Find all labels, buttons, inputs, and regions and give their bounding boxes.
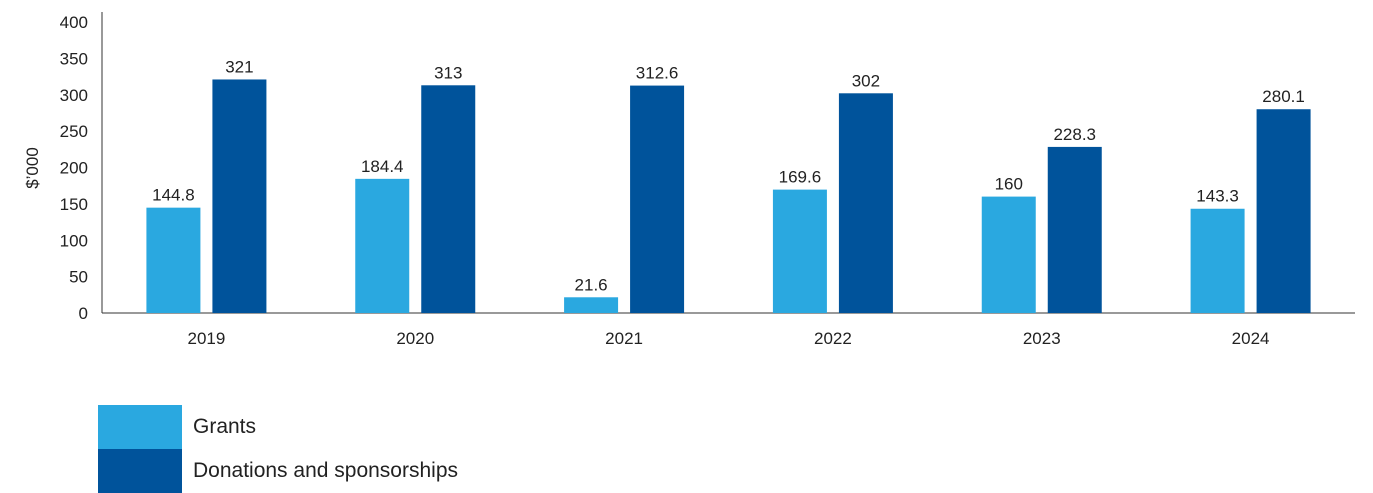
legend-label-donations: Donations and sponsorships xyxy=(193,459,459,482)
data-label: 321 xyxy=(225,57,253,76)
y-axis: 0 50 100 150 200 250 300 350 400 xyxy=(60,12,103,323)
bar-donations-2023 xyxy=(1047,146,1102,313)
legend-swatch-grants xyxy=(98,405,182,449)
x-tick-label: 2023 xyxy=(1023,329,1061,348)
data-label: 302 xyxy=(852,71,880,90)
bar-donations-2021 xyxy=(630,85,685,313)
y-tick-label: 0 xyxy=(79,304,88,323)
x-axis: 2019 2020 2021 2022 2023 2024 xyxy=(102,312,1355,348)
y-tick-label: 150 xyxy=(60,195,88,214)
bar-donations-2022 xyxy=(838,93,893,313)
x-tick-label: 2020 xyxy=(396,329,434,348)
bar-grants-2021 xyxy=(564,297,619,313)
bar-donations-2019 xyxy=(212,79,267,313)
bar-grants-2023 xyxy=(981,196,1036,313)
y-tick-label: 100 xyxy=(60,231,88,250)
bar-grants-2024 xyxy=(1190,208,1245,313)
legend-label-grants: Grants xyxy=(193,415,257,438)
data-label: 160 xyxy=(995,175,1023,194)
bar-grants-2022 xyxy=(772,189,827,313)
data-label: 144.8 xyxy=(152,186,195,205)
y-tick-label: 200 xyxy=(60,159,88,178)
y-tick-label: 50 xyxy=(69,268,88,287)
bar-donations-2024 xyxy=(1256,109,1311,313)
data-label: 143.3 xyxy=(1196,187,1239,206)
bar-grants-2020 xyxy=(355,178,410,313)
y-tick-label: 250 xyxy=(60,122,88,141)
y-axis-title: $’000 xyxy=(23,147,42,189)
data-label: 280.1 xyxy=(1262,87,1305,106)
y-tick-label: 300 xyxy=(60,86,88,105)
legend: Grants Donations and sponsorships xyxy=(98,405,458,493)
legend-swatch-donations xyxy=(98,449,182,493)
x-tick-label: 2019 xyxy=(188,329,226,348)
bar-grants-2019 xyxy=(146,207,201,313)
x-tick-label: 2021 xyxy=(605,329,643,348)
x-tick-label: 2022 xyxy=(814,329,852,348)
data-label: 313 xyxy=(434,63,462,82)
bars xyxy=(146,79,1311,313)
data-label: 228.3 xyxy=(1053,125,1096,144)
bar-donations-2020 xyxy=(421,85,476,313)
x-tick-label: 2024 xyxy=(1232,329,1270,348)
data-label: 21.6 xyxy=(575,275,608,294)
data-label: 169.6 xyxy=(779,168,822,187)
bar-chart: 0 50 100 150 200 250 300 350 400 2019 2020 2021 202… xyxy=(23,12,1355,348)
legend-item-donations: Donations and sponsorships xyxy=(98,449,458,493)
y-tick-label: 400 xyxy=(60,13,88,32)
data-labels: 144.8 321 184.4 313 21.6 312.6 169.6 302 160 228.… xyxy=(152,57,1305,294)
data-label: 312.6 xyxy=(636,64,679,83)
data-label: 184.4 xyxy=(361,157,404,176)
legend-item-grants: Grants xyxy=(98,405,458,449)
y-tick-label: 350 xyxy=(60,49,88,68)
